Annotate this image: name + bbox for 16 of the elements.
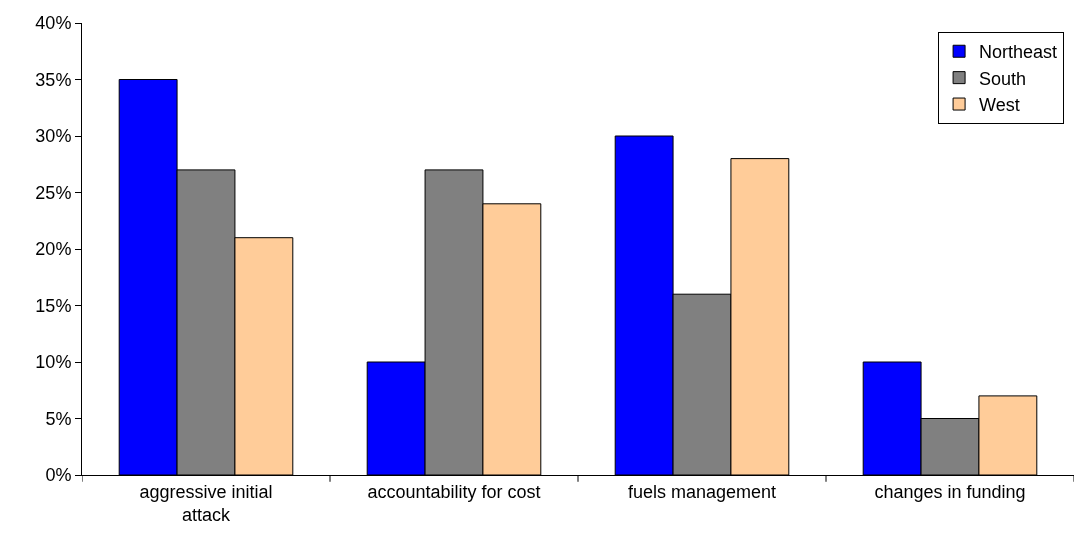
y-tick-label: 10% [35, 352, 72, 373]
legend-label: Northeast [979, 42, 1058, 63]
y-tick-label: 30% [35, 126, 72, 147]
y-tick-label: 5% [45, 408, 72, 429]
y-tick-label: 20% [35, 239, 72, 260]
y-tick-label: 15% [35, 295, 72, 316]
x-tick-label: fuels management [627, 481, 777, 502]
y-tick-label: 25% [35, 182, 72, 203]
x-tick-label: changes in funding [874, 481, 1026, 502]
y-tick-label: 40% [35, 13, 72, 34]
legend-label: West [979, 95, 1020, 116]
y-tick-label: 0% [45, 465, 72, 486]
legend-label: South [979, 68, 1027, 89]
y-tick-label: 35% [35, 69, 72, 90]
x-tick-label: aggressive initial attack [139, 481, 273, 525]
x-tick-label: accountability for cost [367, 481, 541, 502]
